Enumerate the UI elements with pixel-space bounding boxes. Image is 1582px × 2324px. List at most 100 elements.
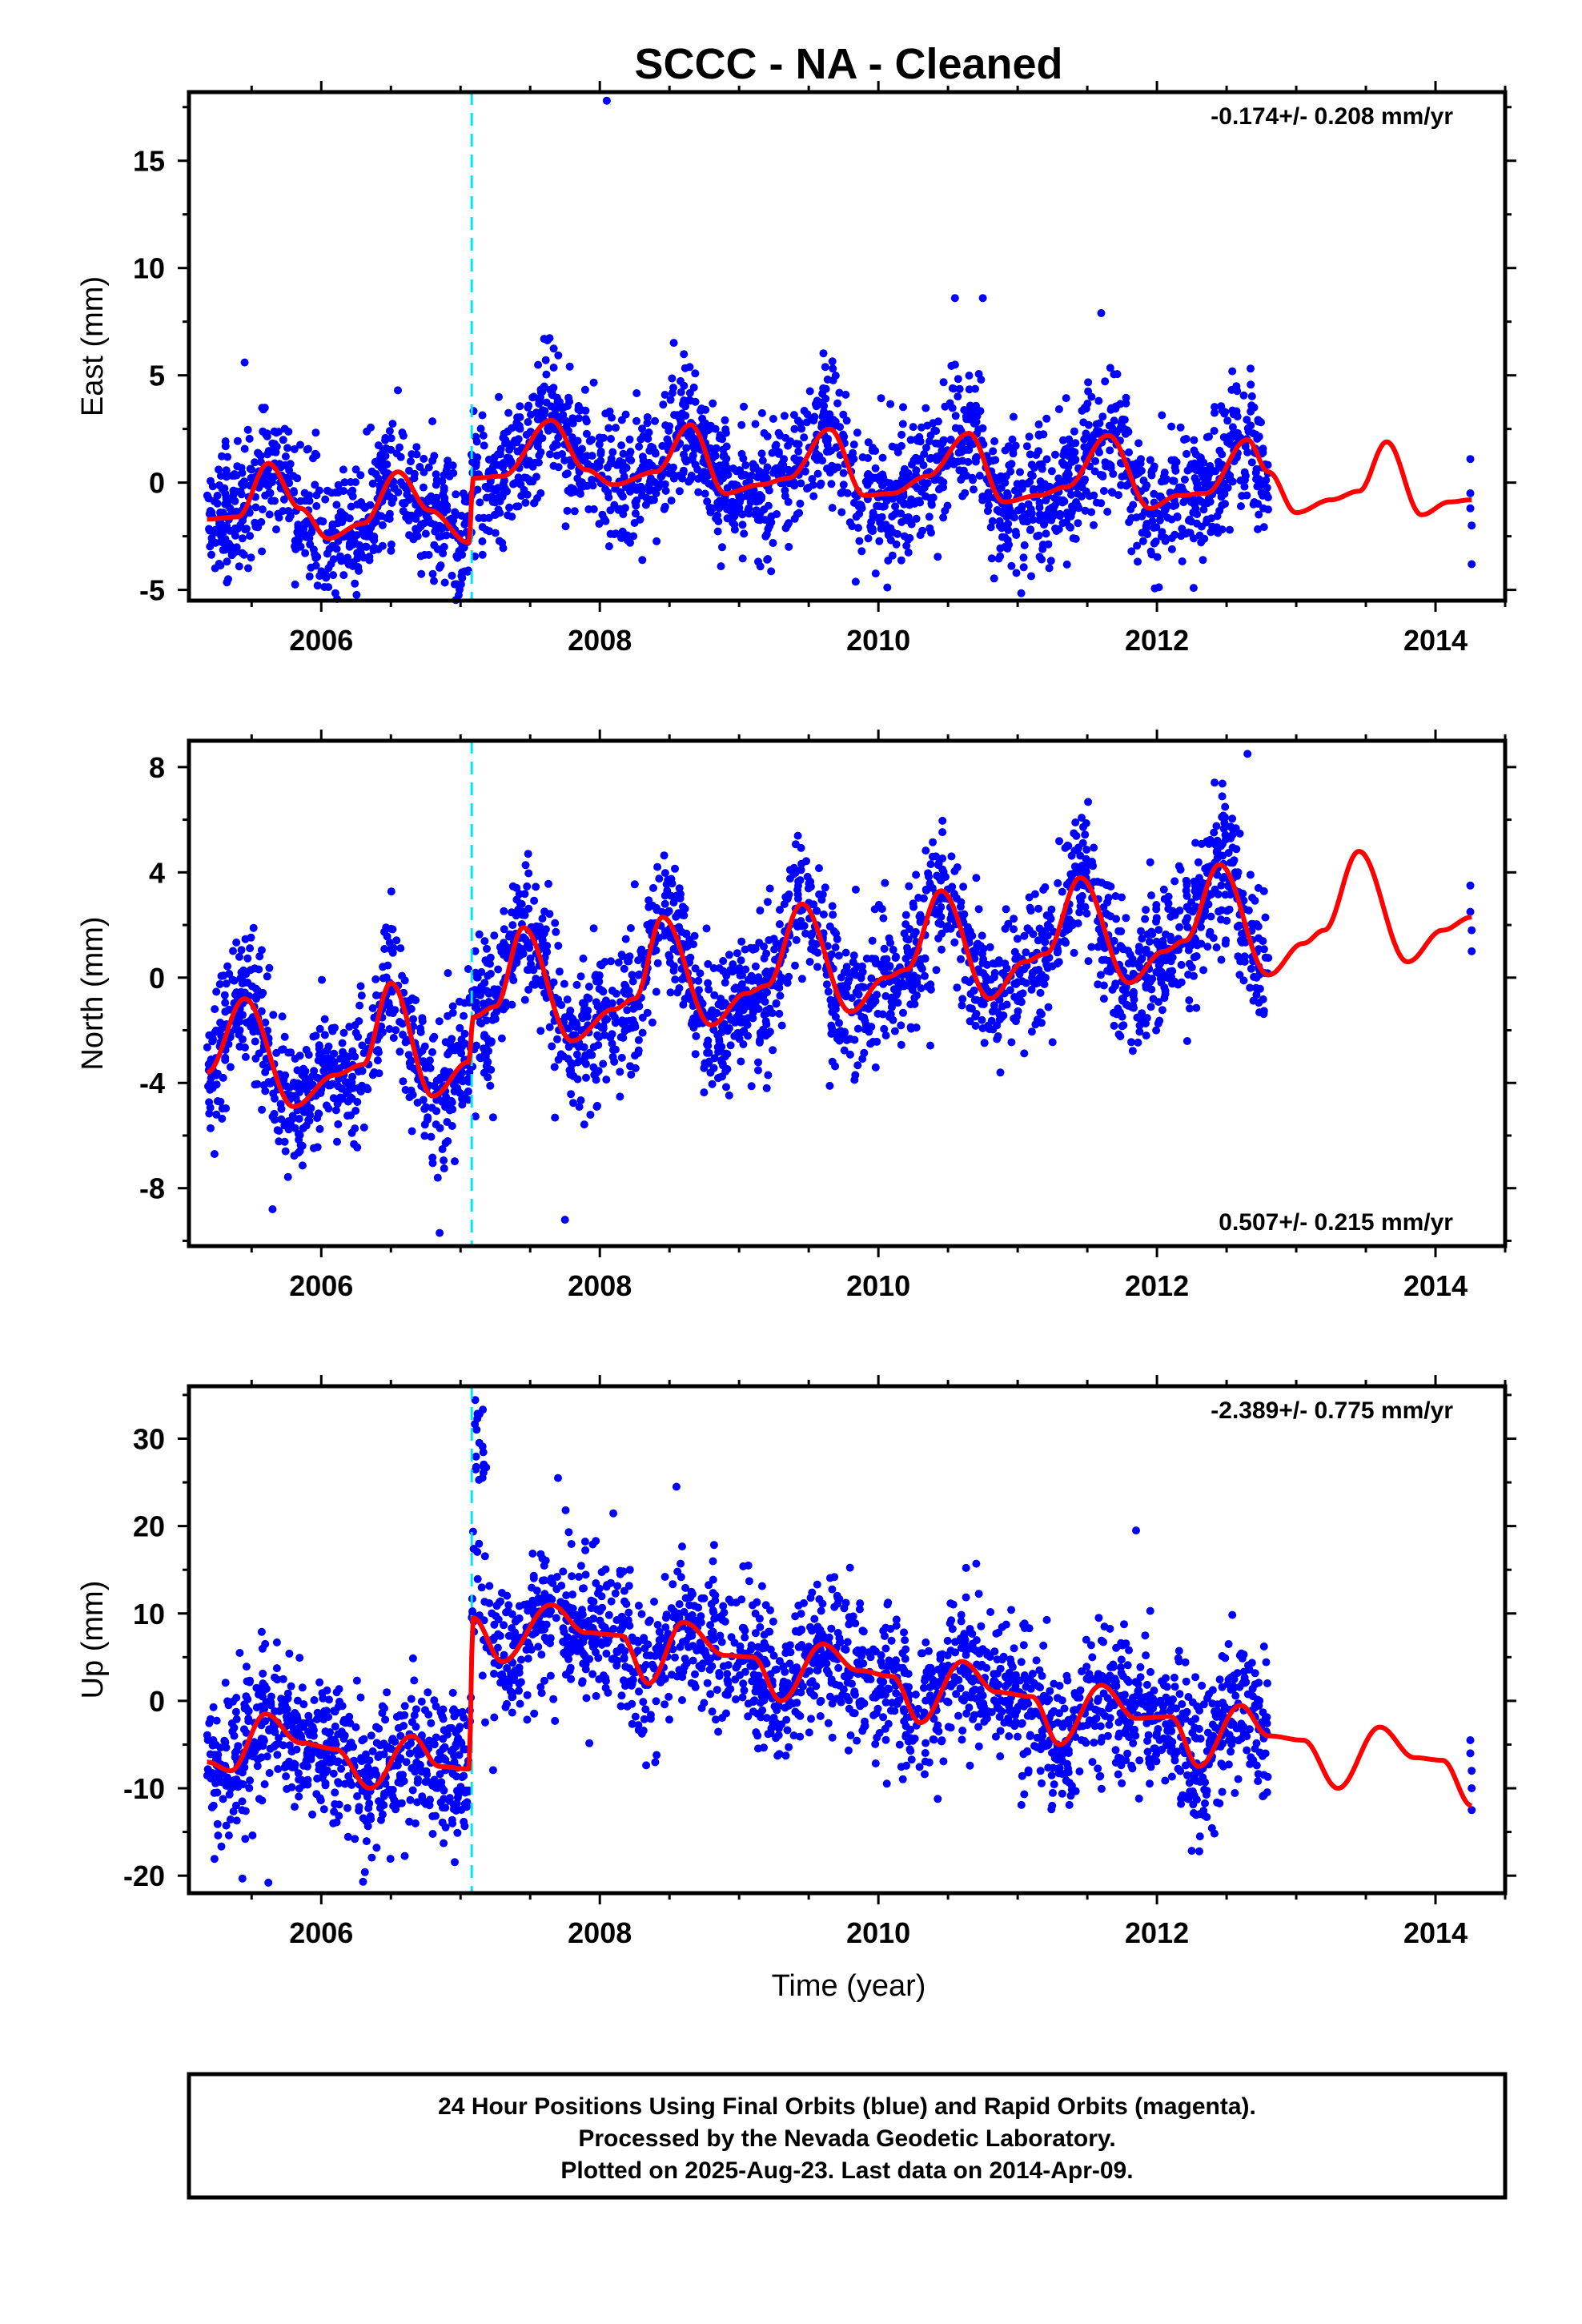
data-point <box>238 549 247 557</box>
data-point <box>387 887 396 896</box>
data-point <box>966 1017 974 1026</box>
data-point <box>349 558 358 567</box>
data-point <box>311 480 319 489</box>
data-point <box>1128 1047 1137 1055</box>
data-point <box>1009 513 1018 521</box>
data-point <box>921 404 930 412</box>
data-point <box>240 444 249 453</box>
data-point <box>800 433 809 442</box>
data-point <box>582 1073 590 1082</box>
data-point <box>413 532 422 541</box>
data-point <box>808 475 817 484</box>
data-point <box>933 452 942 461</box>
data-point <box>815 864 823 873</box>
data-point <box>328 541 337 550</box>
data-point <box>1103 911 1112 919</box>
data-point <box>1142 1014 1151 1023</box>
data-point <box>416 463 424 471</box>
data-point <box>1122 989 1130 998</box>
data-point <box>1221 830 1230 839</box>
data-point <box>936 476 945 485</box>
data-point <box>596 447 605 456</box>
data-point <box>554 351 563 360</box>
data-point <box>631 509 640 518</box>
data-point <box>321 495 330 504</box>
data-point <box>231 497 239 505</box>
data-point <box>903 943 911 952</box>
data-point <box>357 498 366 507</box>
data-point <box>1026 526 1034 534</box>
data-point <box>742 492 751 501</box>
data-point <box>332 501 341 509</box>
data-point <box>270 427 279 436</box>
data-point <box>233 525 242 533</box>
data-point <box>893 999 902 1007</box>
data-point <box>829 911 837 919</box>
data-point <box>552 927 560 936</box>
x-tick-label: 2006 <box>289 624 353 657</box>
data-point <box>889 946 897 954</box>
data-point <box>900 464 909 473</box>
data-point <box>970 485 978 494</box>
data-point <box>691 964 700 973</box>
data-point <box>476 498 484 507</box>
data-point <box>602 96 611 105</box>
data-point <box>334 480 343 489</box>
data-point <box>249 923 258 932</box>
data-point <box>1190 534 1198 543</box>
data-point <box>1147 891 1155 900</box>
data-point <box>529 392 538 401</box>
data-point <box>440 1068 448 1076</box>
data-point <box>343 557 351 565</box>
data-point <box>424 1113 432 1122</box>
data-point <box>715 434 724 443</box>
data-point <box>1157 978 1166 987</box>
data-point <box>542 370 551 379</box>
data-point <box>213 492 222 500</box>
data-point <box>701 489 709 498</box>
data-point <box>480 1032 488 1041</box>
data-point <box>1134 557 1142 566</box>
data-point <box>610 501 619 509</box>
data-point <box>1091 456 1100 465</box>
data-point <box>691 1050 700 1059</box>
data-point <box>260 404 269 412</box>
data-point <box>205 525 213 533</box>
data-point <box>452 510 461 519</box>
data-point <box>1237 502 1245 511</box>
data-point <box>626 924 635 932</box>
data-point <box>871 569 880 578</box>
data-point <box>363 427 371 436</box>
data-point <box>1081 830 1090 839</box>
data-point <box>969 476 978 485</box>
data-point <box>329 555 338 564</box>
data-point <box>661 486 670 495</box>
data-point <box>1101 377 1110 386</box>
data-point <box>825 417 833 426</box>
data-point <box>1174 980 1182 989</box>
data-point <box>418 1017 427 1026</box>
data-point <box>902 935 911 943</box>
data-point <box>833 463 842 472</box>
data-point <box>638 452 647 461</box>
data-point <box>1233 387 1242 396</box>
data-point <box>761 1017 770 1026</box>
data-point <box>1053 498 1062 507</box>
data-point <box>413 1098 422 1107</box>
data-point <box>941 402 950 411</box>
data-point <box>971 1021 980 1030</box>
data-point <box>877 394 885 403</box>
data-point <box>909 971 918 980</box>
data-point <box>223 452 232 461</box>
data-point <box>421 529 430 538</box>
data-point <box>420 1120 429 1129</box>
data-point <box>388 1009 397 1018</box>
data-point <box>439 490 448 499</box>
data-point <box>1146 547 1155 556</box>
data-point <box>1087 943 1096 951</box>
data-point <box>1036 988 1045 997</box>
data-point <box>677 388 685 396</box>
data-point <box>588 476 596 484</box>
data-point <box>487 1038 496 1047</box>
data-point <box>1239 391 1248 400</box>
